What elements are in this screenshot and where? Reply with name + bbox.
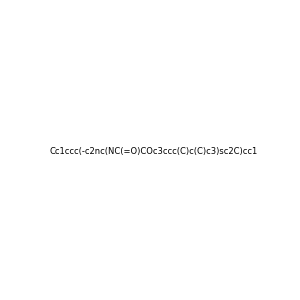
Text: Cc1ccc(-c2nc(NC(=O)COc3ccc(C)c(C)c3)sc2C)cc1: Cc1ccc(-c2nc(NC(=O)COc3ccc(C)c(C)c3)sc2C… xyxy=(50,147,258,156)
